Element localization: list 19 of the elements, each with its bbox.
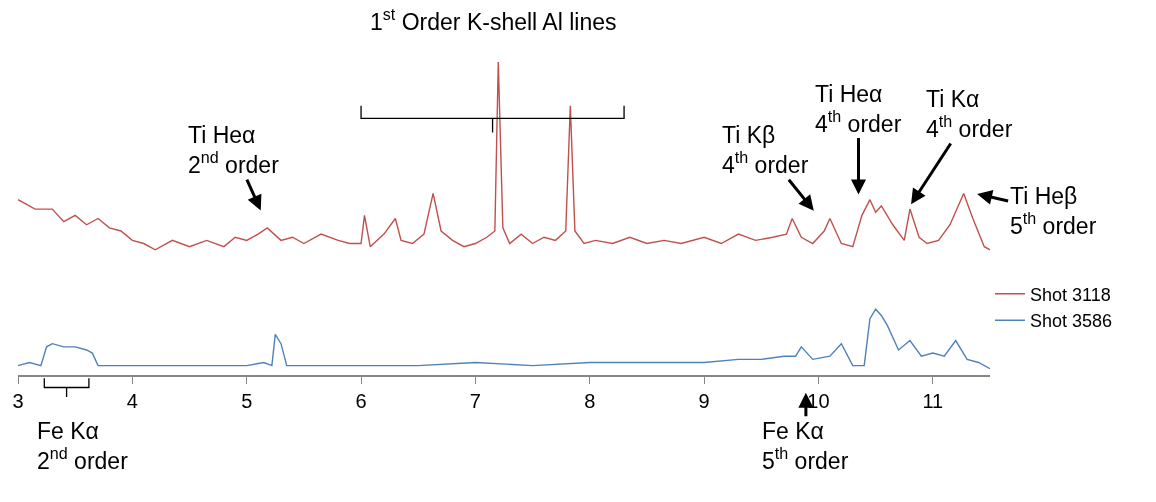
legend-label: Shot 3586	[1030, 311, 1113, 332]
x-tick-label: 4	[126, 389, 138, 412]
text: Ti Heβ 5$^{th}$ order	[1010, 183, 1097, 239]
text: Fe Kα 5$^{th}$ order	[762, 418, 849, 474]
text: 1$^{st}$ Order K-shell Al lines	[370, 5, 617, 35]
text: Fe Kα 2$^{nd}$ order	[37, 418, 129, 474]
annotation: Ti Kα 4$^{th}$ order	[926, 86, 1013, 142]
annotation: Ti Kβ 4$^{th}$ order	[722, 122, 809, 178]
x-tick-label: 10	[807, 389, 830, 412]
annotation: Ti Heα 4$^{th}$ order	[815, 81, 902, 137]
x-tick-label: 7	[469, 389, 481, 412]
x-tick-label: 3	[12, 389, 24, 412]
x-tick-label: 9	[698, 389, 710, 412]
annotation: Ti Heα 2$^{nd}$ order	[188, 122, 280, 178]
legend-label: Shot 3118	[1030, 284, 1111, 305]
x-tick-label: 5	[241, 389, 253, 412]
x-tick-label: 6	[355, 389, 367, 412]
x-tick-label: 11	[922, 389, 944, 412]
x-tick-label: 8	[584, 389, 596, 412]
